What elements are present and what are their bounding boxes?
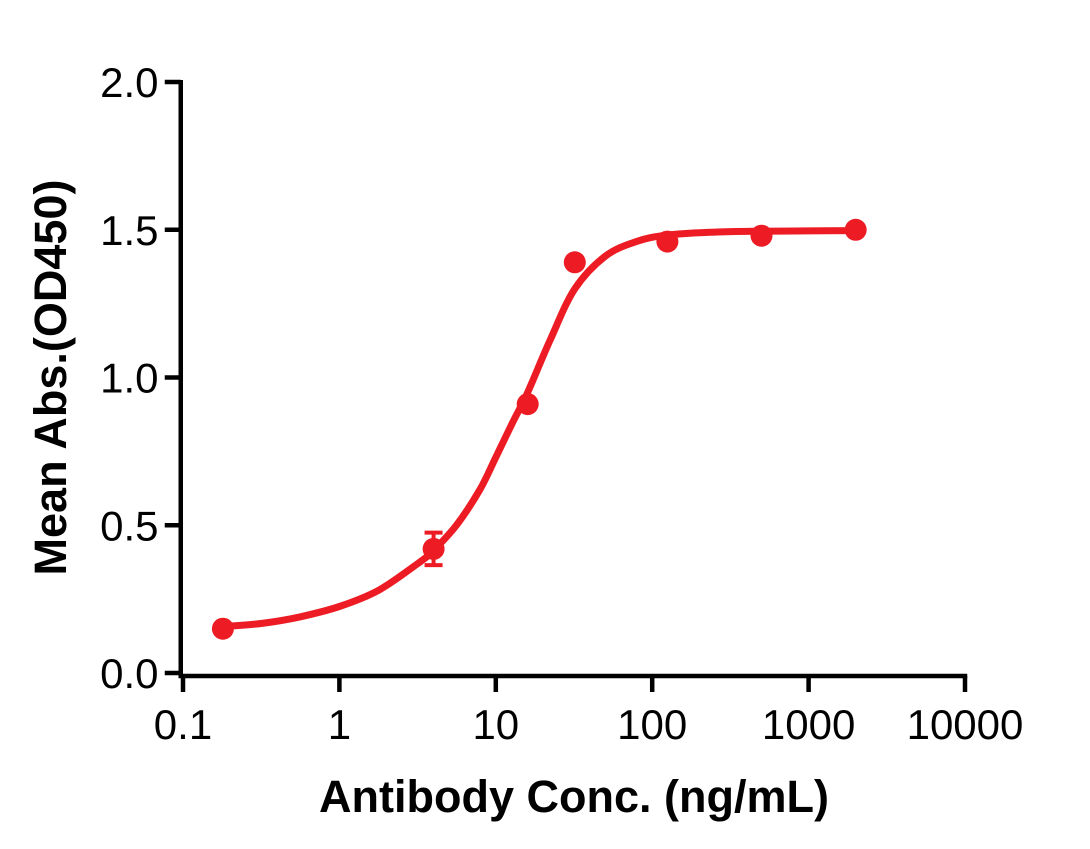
y-tick-label: 1.5 — [100, 207, 158, 254]
data-point — [563, 251, 586, 274]
x-tick-label: 0.1 — [154, 701, 212, 748]
data-point — [211, 617, 234, 640]
data-point — [750, 224, 773, 247]
x-tick-label: 1000 — [762, 701, 855, 748]
data-point — [844, 218, 867, 241]
y-tick-label: 2.0 — [100, 59, 158, 106]
x-tick-label: 10 — [472, 701, 519, 748]
x-tick-label: 1 — [328, 701, 351, 748]
y-tick-label: 1.0 — [100, 355, 158, 402]
x-axis-title: Antibody Conc. (ng/mL) — [319, 771, 829, 822]
y-axis-title: Mean Abs.(OD450) — [25, 180, 76, 576]
data-point — [516, 393, 539, 416]
fit-curve — [219, 227, 860, 631]
data-point — [656, 230, 679, 253]
x-tick-label: 100 — [617, 701, 687, 748]
y-tick-label: 0.0 — [100, 650, 158, 697]
y-tick-label: 0.5 — [100, 502, 158, 549]
x-tick-label: 10000 — [907, 701, 1024, 748]
data-point — [422, 537, 445, 560]
